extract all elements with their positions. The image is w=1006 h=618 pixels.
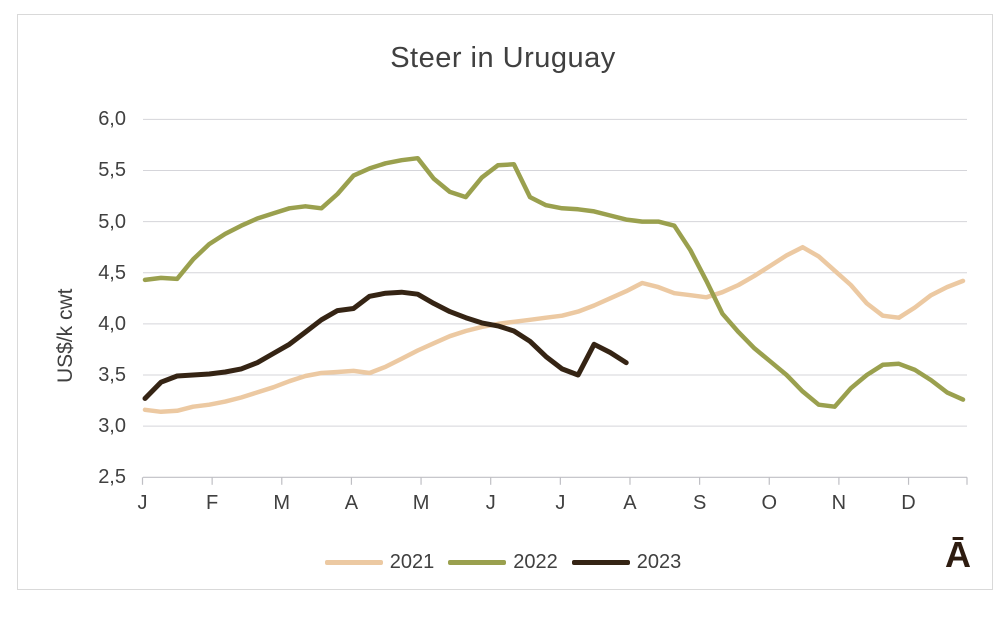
legend-swatch-2021 — [324, 559, 383, 565]
y-tick-label-6,0: 6,0 — [98, 108, 126, 131]
x-tick-label-4: A — [344, 492, 359, 514]
y-tick-label-4,5: 4,5 — [98, 261, 126, 284]
x-tick-label-3: M — [273, 492, 291, 514]
series-line-2023 — [142, 289, 629, 401]
chart-title: Steer in Uruguay — [390, 42, 616, 74]
legend-label: 2022 — [513, 550, 558, 573]
chart-legend: 2021 2022 2023 — [253, 549, 753, 575]
legend-item-2022: 2022 — [448, 551, 558, 574]
series-line-2021 — [142, 244, 966, 415]
y-tick-label-3,0: 3,0 — [98, 415, 126, 438]
x-tick-label-8: A — [623, 492, 637, 514]
y-tick-label-5,5: 5,5 — [98, 159, 126, 182]
legend-item-2023: 2023 — [571, 550, 682, 574]
legend-label: 2023 — [636, 550, 682, 573]
y-tick-label-2,5: 2,5 — [98, 466, 126, 489]
legend-label: 2021 — [389, 550, 435, 573]
chart-frame — [17, 14, 993, 590]
x-tick-label-5: M — [412, 492, 430, 514]
legend-swatch-2023 — [571, 559, 630, 565]
legend-swatch-2022 — [448, 559, 507, 565]
legend-item-2021: 2021 — [324, 550, 435, 574]
x-tick-label-12: D — [901, 492, 916, 514]
x-tick-label-9: S — [692, 492, 707, 514]
y-tick-label-3,5: 3,5 — [98, 364, 126, 387]
x-tick-label-1: J — [137, 492, 148, 514]
x-tick-label-11: N — [831, 492, 847, 514]
x-tick-label-7: J — [555, 492, 566, 514]
x-tick-label-10: O — [761, 492, 778, 514]
series-line-2022 — [142, 155, 966, 409]
watermark-letter: Ā — [945, 534, 971, 575]
y-tick-label-4,0: 4,0 — [98, 312, 126, 335]
x-tick-label-6: J — [485, 492, 496, 514]
x-tick-label-2: F — [206, 492, 219, 514]
y-tick-label-5,0: 5,0 — [98, 210, 126, 233]
